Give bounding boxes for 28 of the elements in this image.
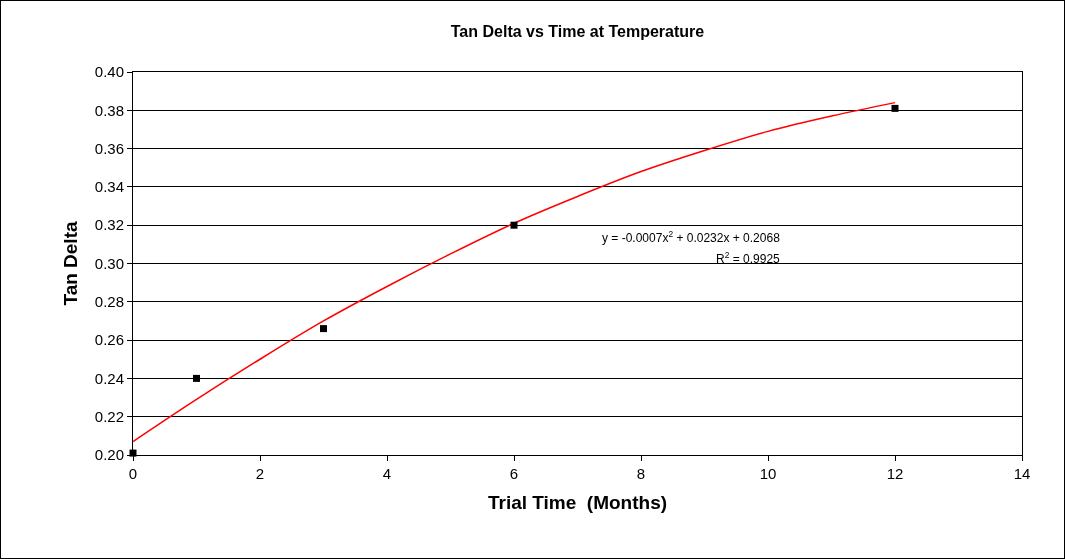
chart-title: Tan Delta vs Time at Temperature xyxy=(450,23,705,41)
x-tick-label: 2 xyxy=(255,465,265,482)
y-tick-label: 0.20 xyxy=(94,446,124,464)
x-axis-title: Trial Time (Months) xyxy=(487,491,668,513)
x-tick-label: 4 xyxy=(382,465,392,482)
point xyxy=(320,325,327,333)
y-tick-label: 0.30 xyxy=(94,254,124,272)
point xyxy=(891,104,899,112)
x-tick-label: 6 xyxy=(509,465,519,482)
y-tick-label: 0.32 xyxy=(94,216,124,234)
annotation: y = -0.0007x$^{2}$ + 0.0232x + 0.2068 xyxy=(602,229,781,246)
y-tick-label: 0.24 xyxy=(94,369,124,387)
y-tick-label: 0.28 xyxy=(94,293,124,311)
annotation: R$^{2}$ = 0.9925 xyxy=(716,250,781,267)
x-tick-label: 14 xyxy=(1013,465,1031,482)
x-tick-label: 8 xyxy=(636,465,646,482)
y-axis-title: Tan Delta xyxy=(59,221,81,306)
x-tick-label: 0 xyxy=(128,465,138,482)
y-tick-label: 0.38 xyxy=(94,101,124,119)
y-tick-label: 0.36 xyxy=(94,139,124,157)
point xyxy=(510,221,518,229)
x-tick-label: 10 xyxy=(759,465,777,482)
point xyxy=(193,374,200,382)
y-tick-label: 0.22 xyxy=(94,407,124,425)
y-tick-label: 0.26 xyxy=(94,331,124,349)
y-tick-label: 0.40 xyxy=(94,63,124,81)
y-tick-label: 0.34 xyxy=(94,178,124,196)
x-tick-label: 12 xyxy=(886,465,904,482)
